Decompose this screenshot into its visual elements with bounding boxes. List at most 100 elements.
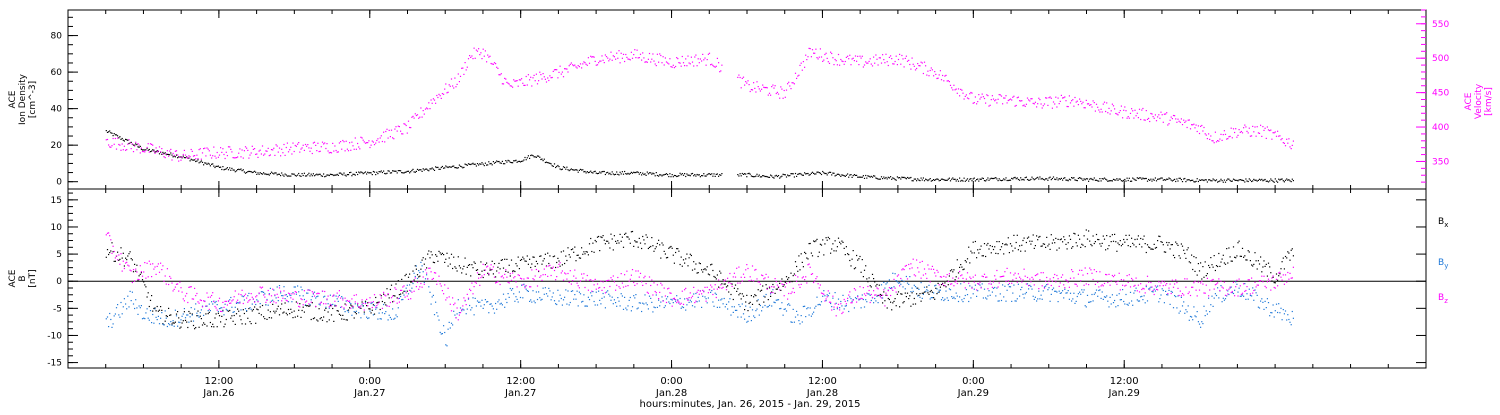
data-point (1043, 105, 1044, 106)
data-point (280, 291, 281, 292)
data-point (910, 306, 911, 307)
data-point (896, 305, 897, 306)
data-point (687, 265, 688, 266)
data-point (1253, 179, 1254, 180)
data-point (852, 58, 853, 59)
data-point (296, 301, 297, 302)
data-point (703, 269, 704, 270)
data-point (1217, 140, 1218, 141)
data-point (977, 101, 978, 102)
data-point (1179, 255, 1180, 256)
data-point (897, 176, 898, 177)
data-point (820, 173, 821, 174)
data-point (190, 313, 191, 314)
data-point (960, 264, 961, 265)
data-point (294, 311, 295, 312)
data-point (1138, 178, 1139, 179)
data-point (445, 83, 446, 84)
data-point (570, 169, 571, 170)
data-point (211, 326, 212, 327)
data-point (529, 301, 530, 302)
data-point (1113, 302, 1114, 303)
data-point (388, 319, 389, 320)
data-point (501, 260, 502, 261)
data-point (1189, 320, 1190, 321)
data-point (769, 177, 770, 178)
data-point (304, 150, 305, 151)
data-point (1236, 137, 1237, 138)
data-point (466, 69, 467, 70)
data-point (355, 312, 356, 313)
data-point (1111, 303, 1112, 304)
data-point (304, 290, 305, 291)
data-point (311, 319, 312, 320)
data-point (981, 97, 982, 98)
data-point (1190, 180, 1191, 181)
data-point (631, 231, 632, 232)
data-point (827, 240, 828, 241)
data-point (642, 285, 643, 286)
data-point (889, 279, 890, 280)
data-point (337, 298, 338, 299)
data-point (205, 313, 206, 314)
data-point (915, 286, 916, 287)
data-point (200, 299, 201, 300)
data-point (698, 58, 699, 59)
data-point (587, 65, 588, 66)
data-point (720, 273, 721, 274)
data-point (571, 168, 572, 169)
data-point (498, 299, 499, 300)
data-point (1046, 98, 1047, 99)
data-point (377, 302, 378, 303)
data-point (1170, 178, 1171, 179)
data-point (226, 319, 227, 320)
data-point (1155, 177, 1156, 178)
data-point (1263, 180, 1264, 181)
data-point (534, 279, 535, 280)
data-point (374, 144, 375, 145)
data-point (1260, 125, 1261, 126)
data-point (988, 106, 989, 107)
data-point (457, 313, 458, 314)
data-point (1095, 241, 1096, 242)
data-point (625, 286, 626, 287)
data-point (435, 272, 436, 273)
data-point (475, 298, 476, 299)
data-point (871, 300, 872, 301)
data-point (467, 165, 468, 166)
data-point (779, 308, 780, 309)
data-point (403, 172, 404, 173)
data-point (578, 172, 579, 173)
data-point (921, 282, 922, 283)
data-point (663, 301, 664, 302)
data-point (343, 307, 344, 308)
data-point (572, 280, 573, 281)
data-point (130, 142, 131, 143)
data-point (1034, 179, 1035, 180)
data-point (411, 170, 412, 171)
data-point (540, 275, 541, 276)
data-point (745, 301, 746, 302)
data-point (938, 292, 939, 293)
data-point (1190, 262, 1191, 263)
data-point (1068, 180, 1069, 181)
data-point (424, 169, 425, 170)
data-point (288, 301, 289, 302)
data-point (149, 306, 150, 307)
data-point (153, 308, 154, 309)
data-point (193, 299, 194, 300)
data-point (151, 151, 152, 152)
data-point (988, 180, 989, 181)
data-point (878, 179, 879, 180)
data-point (634, 172, 635, 173)
data-point (640, 172, 641, 173)
data-point (621, 273, 622, 274)
data-point (253, 172, 254, 173)
data-point (1232, 181, 1233, 182)
data-point (710, 292, 711, 293)
data-point (449, 322, 450, 323)
data-point (976, 257, 977, 258)
data-point (1242, 180, 1243, 181)
data-point (471, 264, 472, 265)
data-point (279, 174, 280, 175)
